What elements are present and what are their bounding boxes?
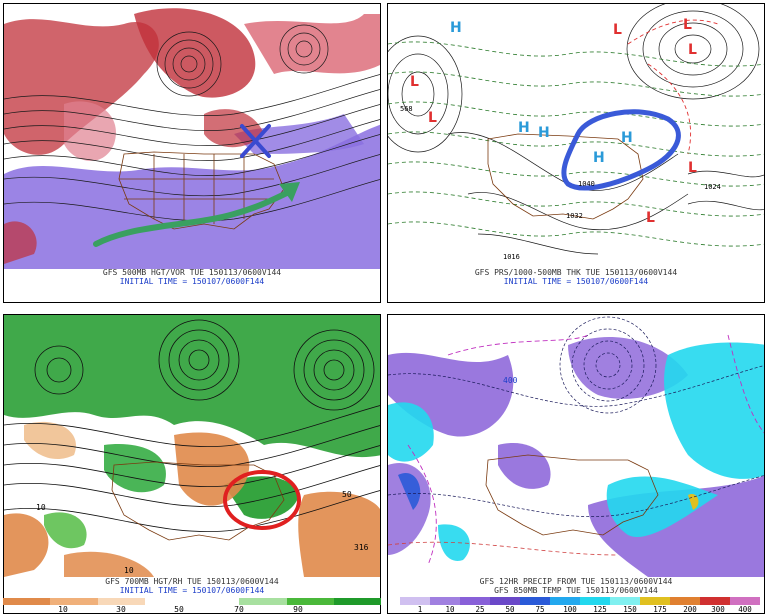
pressure-map: H H H H H L L L L L L L 1040 1032 1016 1… (388, 4, 764, 302)
precip-map: 400 (388, 315, 764, 613)
panel1-init-time: INITIAL TIME = 150107/0600F144 (119, 277, 265, 286)
svg-text:L: L (688, 160, 697, 176)
precip-tick: 25 (475, 605, 485, 614)
svg-text:H: H (621, 130, 633, 146)
vorticity-map (4, 4, 380, 302)
rh-colorbar-ticks: 10 30 50 70 90 (3, 605, 381, 615)
precip-colorbar-ticks: 1 10 25 50 75 100 125 150 175 200 300 40… (400, 605, 760, 615)
rh-tick: 10 (58, 605, 68, 614)
precip-tick: 175 (653, 605, 667, 614)
precip-tick: 10 (445, 605, 455, 614)
svg-text:400: 400 (503, 376, 518, 385)
panel3-title: GFS 700MB HGT/RH TUE 150113/0600V144 (105, 577, 279, 586)
panel3-init-time: INITIAL TIME = 150107/0600F144 (119, 586, 265, 595)
precip-tick: 400 (738, 605, 752, 614)
panel-pressure-thickness: H H H H H L L L L L L L 1040 1032 1016 1… (387, 3, 765, 303)
panel4-subtitle: GFS 850MB TEMP TUE 150113/0600V144 (494, 586, 658, 595)
rh-tick: 50 (174, 605, 184, 614)
svg-text:1040: 1040 (578, 180, 595, 188)
panel-700mb-rh: 10 10 50 316 GFS 700MB HGT/RH TUE 150113… (3, 314, 381, 614)
rh-tick: 90 (293, 605, 303, 614)
precip-tick: 200 (683, 605, 697, 614)
precip-tick: 50 (505, 605, 515, 614)
highlight-circle (223, 470, 301, 530)
svg-text:H: H (518, 120, 530, 136)
precip-tick: 100 (563, 605, 577, 614)
x-marker (240, 124, 271, 158)
panel-precip-850temp: 400 GFS 12HR PRECIP FROM TUE 150113/0600… (387, 314, 765, 614)
panel-500mb-vorticity: GFS 500MB HGT/VOR TUE 150113/0600V144 IN… (3, 3, 381, 303)
precip-tick: 300 (711, 605, 725, 614)
svg-text:10: 10 (36, 503, 46, 512)
svg-text:316: 316 (354, 543, 369, 552)
svg-text:1032: 1032 (566, 212, 583, 220)
precip-tick: 125 (593, 605, 607, 614)
rh-map: 10 10 50 316 (4, 315, 380, 613)
svg-text:L: L (646, 210, 655, 226)
precip-tick: 1 (417, 605, 423, 614)
panel2-init-time: INITIAL TIME = 150107/0600F144 (503, 277, 649, 286)
svg-text:H: H (593, 150, 605, 166)
svg-text:H: H (538, 125, 550, 141)
svg-text:1024: 1024 (704, 183, 721, 191)
precip-colorbar (400, 597, 760, 605)
svg-text:L: L (428, 110, 437, 126)
high-pressure-outline (561, 109, 681, 191)
precip-tick: 75 (535, 605, 545, 614)
svg-text:50: 50 (342, 490, 352, 499)
green-arrow (93, 182, 300, 247)
rh-tick: 30 (116, 605, 126, 614)
svg-text:1016: 1016 (503, 253, 520, 261)
svg-text:H: H (450, 20, 462, 36)
svg-text:L: L (410, 74, 419, 90)
rh-colorbar (3, 598, 381, 605)
svg-text:10: 10 (124, 566, 134, 575)
svg-text:L: L (688, 42, 697, 58)
precip-tick: 150 (623, 605, 637, 614)
panel1-title: GFS 500MB HGT/VOR TUE 150113/0600V144 (102, 268, 282, 277)
svg-text:568: 568 (400, 105, 413, 113)
panel4-title: GFS 12HR PRECIP FROM TUE 150113/0600V144 (479, 577, 673, 586)
svg-text:L: L (683, 17, 692, 33)
svg-text:L: L (613, 22, 622, 38)
rh-tick: 70 (234, 605, 244, 614)
panel2-title: GFS PRS/1000-500MB THK TUE 150113/0600V1… (474, 268, 678, 277)
